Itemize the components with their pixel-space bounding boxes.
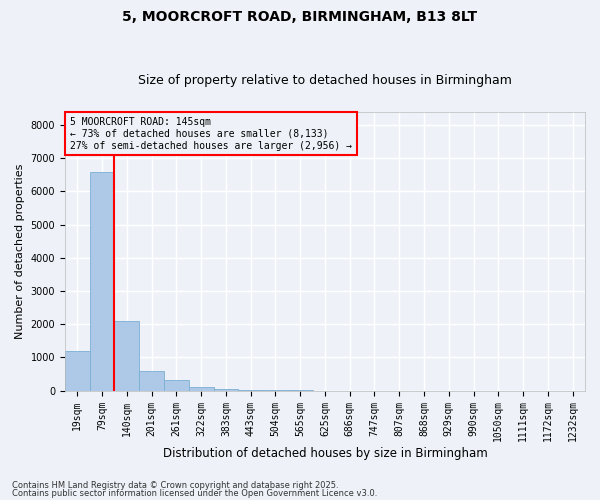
Text: Contains HM Land Registry data © Crown copyright and database right 2025.: Contains HM Land Registry data © Crown c… <box>12 480 338 490</box>
Title: Size of property relative to detached houses in Birmingham: Size of property relative to detached ho… <box>138 74 512 87</box>
X-axis label: Distribution of detached houses by size in Birmingham: Distribution of detached houses by size … <box>163 447 487 460</box>
Text: 5 MOORCROFT ROAD: 145sqm
← 73% of detached houses are smaller (8,133)
27% of sem: 5 MOORCROFT ROAD: 145sqm ← 73% of detach… <box>70 118 352 150</box>
Bar <box>214 388 238 390</box>
Text: 5, MOORCROFT ROAD, BIRMINGHAM, B13 8LT: 5, MOORCROFT ROAD, BIRMINGHAM, B13 8LT <box>122 10 478 24</box>
Bar <box>189 387 214 390</box>
Bar <box>115 321 139 390</box>
Bar <box>139 370 164 390</box>
Bar <box>65 351 89 391</box>
Text: Contains public sector information licensed under the Open Government Licence v3: Contains public sector information licen… <box>12 489 377 498</box>
Bar <box>164 380 189 390</box>
Bar <box>89 172 115 390</box>
Y-axis label: Number of detached properties: Number of detached properties <box>15 164 25 339</box>
